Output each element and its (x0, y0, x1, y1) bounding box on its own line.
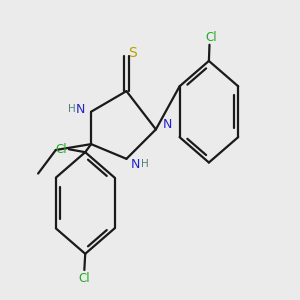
Text: S: S (128, 46, 137, 60)
Text: Cl: Cl (79, 272, 90, 285)
Text: H: H (141, 159, 149, 169)
Text: N: N (76, 103, 86, 116)
Text: N: N (163, 118, 172, 130)
Text: Cl: Cl (205, 31, 217, 44)
Text: N: N (130, 158, 140, 171)
Text: Cl: Cl (55, 143, 67, 156)
Text: H: H (68, 104, 76, 114)
